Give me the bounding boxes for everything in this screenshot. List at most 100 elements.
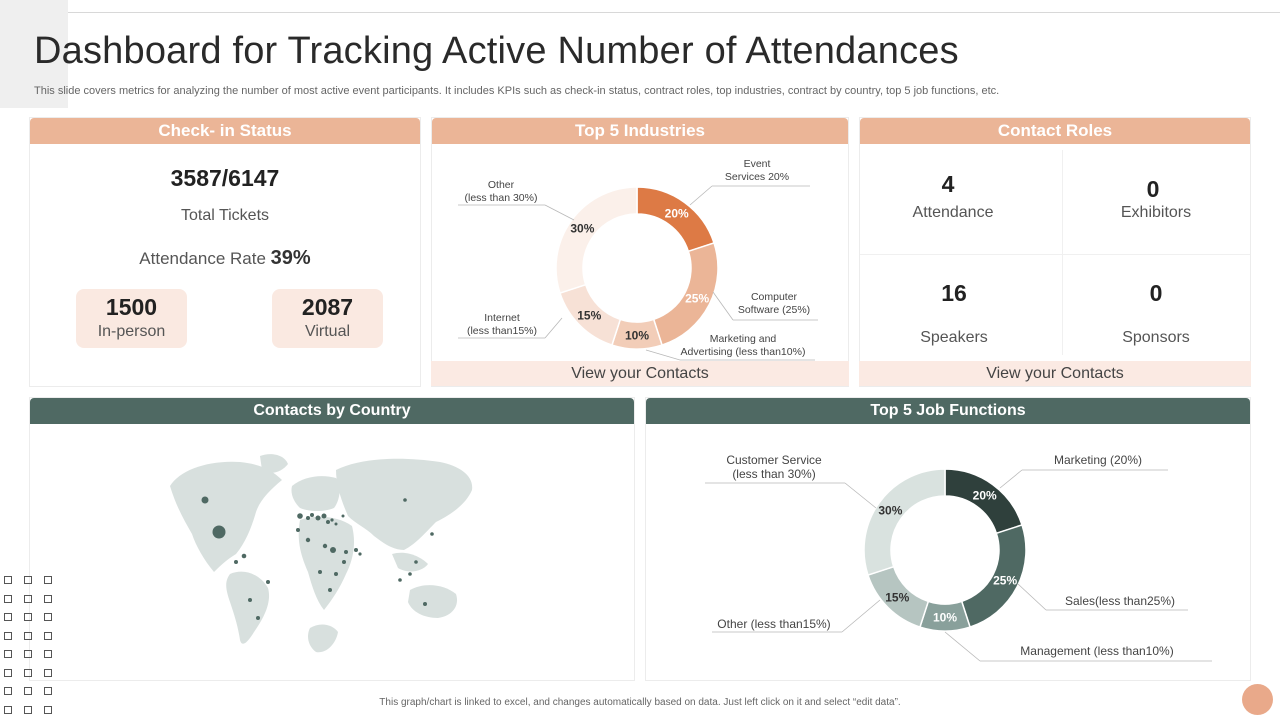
roles-divider-horizontal (860, 254, 1250, 255)
north-america-shape (170, 461, 282, 572)
grid-square (24, 631, 32, 640)
attendance-rate: Attendance Rate 39% (75, 247, 375, 270)
legend-job-management: Management (less than10%) (1020, 644, 1173, 658)
industries-legend: Event Services 20% Computer Software (25… (465, 158, 811, 358)
legend-internet-1: Internet (484, 312, 520, 324)
speakers-count: 16 (941, 280, 967, 306)
industries-slice-label-3: 15% (577, 309, 601, 323)
grid-square (4, 576, 12, 584)
legend-event-1: Event (744, 158, 771, 170)
industries-slice-label-1: 25% (685, 292, 709, 306)
roles-heading: Contact Roles (860, 118, 1250, 144)
grid-square (44, 668, 52, 677)
grid-square (4, 594, 12, 603)
jobs-slice-label-4: 30% (878, 503, 902, 517)
jobs-donut-chart: 20% 25% 10% 15% 30% Marketing (20%) Sales(le… (705, 453, 1212, 662)
grid-square (4, 687, 12, 695)
industries-slice-other (555, 186, 638, 294)
jobs-panel: Top 5 Job Functions (645, 397, 1251, 681)
inperson-value: 1500 (105, 294, 158, 320)
grid-square (44, 705, 52, 714)
grid-square (24, 687, 32, 695)
jobs-slice-label-2: 10% (933, 611, 957, 625)
attendance-rate-label: Attendance Rate (139, 249, 266, 268)
page-subtitle: This slide covers metrics for analyzing … (34, 85, 1000, 97)
industries-leader-lines (458, 185, 818, 361)
virtual-label: Virtual (304, 323, 351, 340)
exhibitors-label: Exhibitors (1120, 204, 1192, 221)
attendance-role-label: Attendance (912, 204, 994, 221)
antarctica-shape (308, 624, 338, 653)
grid-square (4, 631, 12, 640)
inperson-label: In-person (97, 323, 166, 340)
exhibitors-count: 0 (1146, 176, 1160, 202)
total-tickets-label: Total Tickets (180, 207, 270, 224)
southeast-asia-shape (392, 552, 428, 572)
jobs-leader-lines (705, 469, 1212, 662)
legend-job-sales: Sales(less than25%) (1065, 594, 1175, 608)
asia-shape (336, 458, 473, 550)
industries-heading: Top 5 Industries (432, 118, 848, 144)
grid-square (44, 594, 52, 603)
world-map (170, 454, 473, 653)
attendance-count: 4 (941, 171, 955, 197)
world-landmass (170, 454, 473, 653)
dot-grid-decoration (4, 576, 58, 718)
industries-slice-label-4: 30% (570, 221, 594, 235)
corner-decoration (0, 0, 68, 108)
grid-square (24, 650, 32, 658)
grid-square (24, 613, 32, 621)
sponsors-count: 0 (1149, 280, 1163, 306)
jobs-slice-label-0: 20% (973, 488, 997, 502)
legend-job-marketing: Marketing (20%) (1054, 453, 1142, 467)
grid-square (4, 613, 12, 621)
industries-slice-label-2: 10% (625, 329, 649, 343)
roles-divider-vertical (1062, 150, 1063, 355)
greenland-shape (260, 454, 288, 473)
legend-software-1: Computer (751, 291, 798, 303)
footer-note: This graph/chart is linked to excel, and… (379, 697, 901, 708)
roles-view-contacts-button[interactable]: View your Contacts (859, 361, 1251, 386)
legend-other-2: (less than 30%) (465, 192, 538, 204)
sponsors-label: Sponsors (1122, 329, 1190, 346)
speakers-label: Speakers (920, 329, 988, 346)
jobs-slice-label-3: 15% (885, 591, 909, 605)
jobs-slice-label-1: 25% (993, 574, 1017, 588)
grid-square (44, 631, 52, 640)
grid-square (24, 668, 32, 677)
virtual-pill: 2087 Virtual (272, 289, 383, 348)
country-heading: Contacts by Country (30, 398, 634, 424)
jobs-slice-customer-service (863, 468, 946, 576)
inperson-pill: 1500 In-person (76, 289, 187, 348)
grid-square (24, 594, 32, 603)
legend-internet-2: (less than15%) (467, 325, 537, 337)
grid-square (44, 613, 52, 621)
roles-panel: Contact Roles (859, 117, 1251, 387)
legend-job-customer-2: (less than 30%) (732, 467, 815, 481)
grid-square (44, 687, 52, 695)
legend-other-1: Other (488, 179, 515, 191)
jobs-heading: Top 5 Job Functions (646, 398, 1250, 424)
checkin-heading: Check- in Status (30, 118, 420, 144)
virtual-value: 2087 (301, 294, 354, 320)
africa-shape (298, 516, 354, 610)
page-title: Dashboard for Tracking Active Number of … (34, 30, 959, 72)
industries-donut-chart: 20% 25% 10% 15% 30% Event Services 20% Compu… (458, 158, 818, 361)
jobs-legend: Marketing (20%) Sales(less than25%) Mana… (717, 453, 1175, 658)
industries-slice-label-0: 20% (665, 206, 689, 220)
europe-shape (291, 476, 340, 511)
legend-job-customer-1: Customer Service (726, 453, 822, 467)
total-tickets-value: 3587/6147 (170, 165, 280, 191)
top-rule (68, 12, 1280, 13)
corner-orb (1242, 684, 1273, 715)
grid-square (24, 576, 32, 584)
grid-square (4, 705, 12, 714)
legend-software-2: Software (25%) (738, 304, 810, 316)
legend-marketing-1: Marketing and (710, 333, 777, 345)
grid-square (4, 668, 12, 677)
grid-square (4, 650, 12, 658)
grid-square (44, 576, 52, 584)
country-markers (201, 496, 434, 620)
industries-view-contacts-button[interactable]: View your Contacts (431, 361, 849, 386)
legend-event-2: Services 20% (725, 171, 789, 183)
